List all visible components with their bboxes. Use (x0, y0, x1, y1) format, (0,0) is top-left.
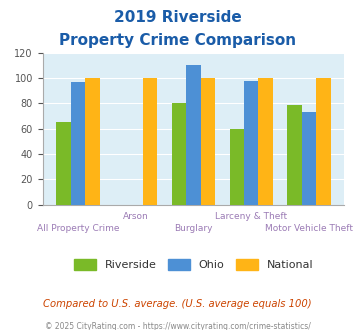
Bar (172, 103, 186, 205)
Bar (258, 78, 273, 205)
Bar (302, 112, 316, 205)
Text: © 2025 CityRating.com - https://www.cityrating.com/crime-statistics/: © 2025 CityRating.com - https://www.city… (45, 322, 310, 330)
Bar (85, 78, 100, 205)
Bar (186, 65, 201, 205)
Bar (287, 105, 302, 205)
Text: Compared to U.S. average. (U.S. average equals 100): Compared to U.S. average. (U.S. average … (43, 299, 312, 309)
Bar (244, 81, 258, 205)
Text: Burglary: Burglary (174, 224, 213, 233)
Text: Arson: Arson (123, 212, 149, 221)
Text: Property Crime Comparison: Property Crime Comparison (59, 33, 296, 48)
Legend: Riverside, Ohio, National: Riverside, Ohio, National (69, 255, 318, 275)
Bar (230, 129, 244, 205)
Bar (316, 78, 331, 205)
Bar (201, 78, 215, 205)
Text: All Property Crime: All Property Crime (37, 224, 119, 233)
Text: Motor Vehicle Theft: Motor Vehicle Theft (265, 224, 353, 233)
Text: 2019 Riverside: 2019 Riverside (114, 10, 241, 25)
Text: Larceny & Theft: Larceny & Theft (215, 212, 287, 221)
Bar (56, 122, 71, 205)
Bar (143, 78, 157, 205)
Bar (71, 82, 85, 205)
